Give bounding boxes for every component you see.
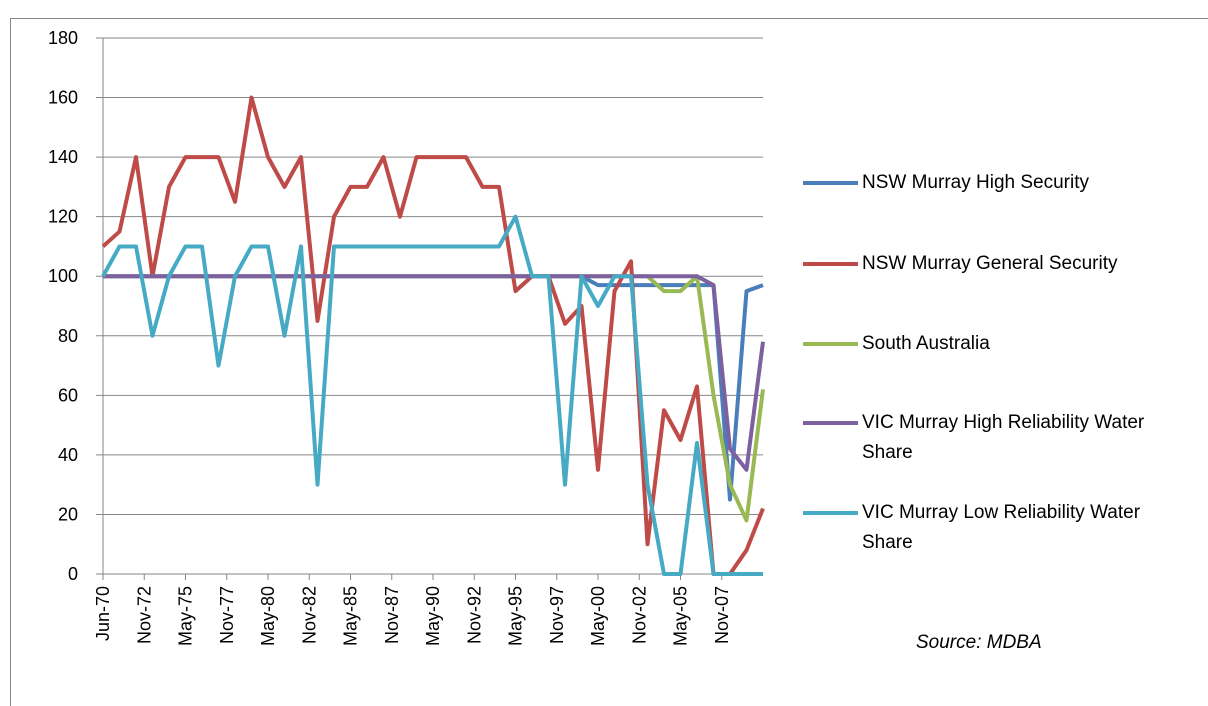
x-tick-label: Nov-07: [712, 586, 732, 644]
x-tick-label: May-90: [423, 586, 443, 646]
x-tick-label: May-80: [258, 586, 278, 646]
x-tick-label: May-00: [588, 586, 608, 646]
x-tick-label: Nov-82: [299, 586, 319, 644]
x-tick-label: May-75: [176, 586, 196, 646]
legend-label: VIC Murray High Reliability Water Share: [862, 412, 1145, 463]
y-tick-label: 120: [48, 207, 78, 227]
y-tick-label: 80: [58, 326, 78, 346]
y-tick-label: 160: [48, 88, 78, 108]
y-tick-label: 140: [48, 147, 78, 167]
x-tick-label: Nov-77: [217, 586, 237, 644]
series-line: [101, 95, 765, 576]
x-tick-label: May-95: [506, 586, 526, 646]
x-tick-label: Jun-70: [93, 586, 113, 641]
legend-label: South Australia: [862, 333, 990, 354]
x-tick-label: May-05: [671, 586, 691, 646]
y-tick-label: 180: [48, 28, 78, 48]
y-tick-label: 40: [58, 445, 78, 465]
x-tick-label: Nov-92: [464, 586, 484, 644]
legend-label: VIC Murray Low Reliability Water Share: [862, 502, 1141, 553]
series-line: [101, 214, 763, 576]
series-line: [103, 274, 765, 472]
source-note: Source: MDBA: [916, 632, 1042, 653]
y-tick-label: 100: [48, 266, 78, 286]
legend-label: NSW Murray General Security: [862, 253, 1118, 274]
chart-frame: [10, 18, 1208, 706]
y-tick-label: 20: [58, 504, 78, 524]
x-tick-label: May-85: [341, 586, 361, 646]
x-tick-label: Nov-87: [382, 586, 402, 644]
series-line: [103, 274, 764, 502]
series-line: [103, 274, 765, 523]
x-tick-label: Nov-72: [134, 586, 154, 644]
legend-label: NSW Murray High Security: [862, 172, 1089, 193]
x-tick-label: Nov-02: [629, 586, 649, 644]
x-tick-label: Nov-97: [547, 586, 567, 644]
y-tick-label: 0: [68, 564, 78, 584]
y-tick-label: 60: [58, 385, 78, 405]
